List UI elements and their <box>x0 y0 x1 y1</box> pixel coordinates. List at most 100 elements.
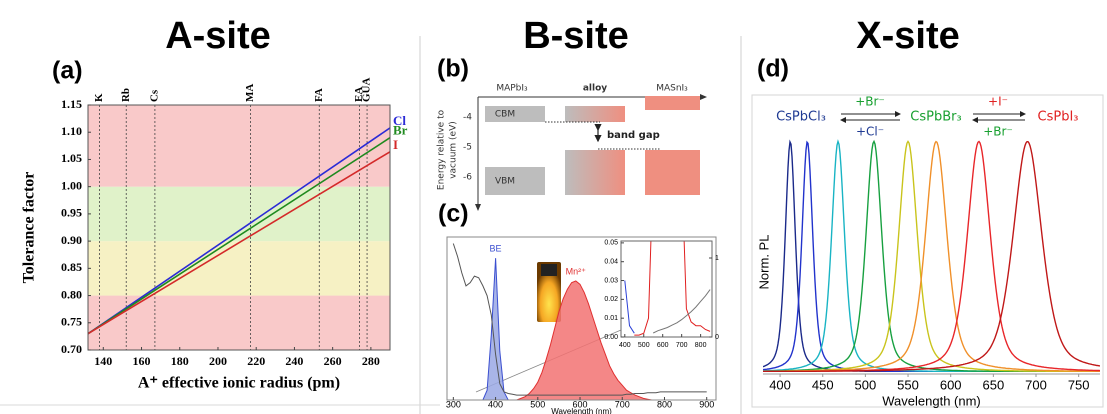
x-tick-label: 180 <box>171 354 189 368</box>
series-label: Mn²⁺ <box>566 266 586 276</box>
panel-b: (b) MAPbI₃ alloy MASnI₃ -4 -5 -6 Energy … <box>437 55 707 211</box>
panel-label: (c) <box>438 200 469 228</box>
series-label: BE <box>490 244 502 254</box>
line <box>516 280 652 400</box>
x-tick-label: 550 <box>897 377 919 392</box>
x-tick-label: 600 <box>573 399 588 409</box>
x-tick-label: 650 <box>983 377 1005 392</box>
y-tick-label: 0.80 <box>61 287 82 301</box>
marker-label: FA <box>313 88 325 102</box>
annotation: +I⁻ <box>988 95 1008 109</box>
annotation: CsPbBr₃ <box>910 110 961 125</box>
heading: X-site <box>856 15 959 57</box>
y-tick-label: -6 <box>463 173 472 183</box>
panel-d-arrows <box>840 111 1026 123</box>
x-tick-label: 800 <box>657 399 672 409</box>
marker-label: EA <box>353 87 365 102</box>
column-header: MAPbI₃ <box>496 84 528 94</box>
line <box>88 151 390 335</box>
x-tick-label: 700 <box>676 342 688 349</box>
heading: A-site <box>165 15 271 57</box>
y-tick-label: 0.75 <box>61 315 82 329</box>
x-tick-label: 140 <box>94 354 112 368</box>
y-tick-label: 0.01 <box>604 315 618 322</box>
panel-label: (b) <box>437 55 469 83</box>
column-header: alloy <box>583 84 607 94</box>
annotation: +Cl⁻ <box>856 125 884 139</box>
line <box>452 243 707 396</box>
x-tick-label: 750 <box>1068 377 1090 392</box>
x-tick-label: 160 <box>133 354 151 368</box>
series-label: Cl <box>393 113 406 128</box>
x-tick-label: 240 <box>285 354 303 368</box>
cbm-label: CBM <box>495 110 515 120</box>
y-tick-label: 0.04 <box>604 259 618 266</box>
marker-label: K <box>93 93 105 102</box>
heading: B-site <box>523 15 629 57</box>
y-tick-label: -4 <box>463 113 472 123</box>
y-tick-label: 0.05 <box>604 240 618 247</box>
y2-tick-label: 0 <box>715 334 719 341</box>
x-axis-label: A⁺ effective ionic radius (pm) <box>138 375 340 392</box>
line <box>624 280 635 334</box>
column-header: MASnI₃ <box>656 84 688 94</box>
band <box>88 295 390 350</box>
band <box>88 241 390 296</box>
band-block <box>565 106 625 122</box>
x-tick-label: 400 <box>769 377 791 392</box>
x-tick-label: 700 <box>615 399 630 409</box>
pl-peak <box>763 141 1100 372</box>
plot-frame <box>446 236 717 401</box>
annotation: +Br⁻ <box>983 125 1013 139</box>
y-tick-label: 1.00 <box>61 178 82 192</box>
x-tick-label: 260 <box>324 354 342 368</box>
band-block <box>565 150 625 195</box>
y-tick-label: 1.15 <box>61 97 82 111</box>
line <box>634 241 711 336</box>
x-tick-label: 600 <box>940 377 962 392</box>
panel-label: (a) <box>52 57 83 85</box>
y-axis-label: Energy relative to <box>437 109 447 190</box>
marker-label: Rb <box>120 88 132 102</box>
x-tick-label: 500 <box>638 342 650 349</box>
area <box>516 281 652 400</box>
y-tick-label: 0.95 <box>61 206 82 220</box>
chart-panel: 0.00 0.01 0.02 0.03 0.04 0.05 0 1 400 500 600 700 80… <box>604 240 719 349</box>
vial-photo <box>537 262 561 322</box>
x-tick-label: 280 <box>362 354 380 368</box>
x-tick-label: 600 <box>657 342 669 349</box>
band <box>88 105 390 187</box>
x-axis-label: Wavelength (nm) <box>882 393 981 408</box>
y-tick-label: 1.05 <box>61 151 82 165</box>
annotation: CsPbCl₃ <box>776 110 826 125</box>
annotation: +Br⁻ <box>855 95 885 109</box>
y-tick-label: 0.90 <box>61 233 82 247</box>
line <box>652 289 711 334</box>
band-block <box>485 106 545 122</box>
panel-frame <box>751 94 1104 408</box>
band-block <box>645 150 700 195</box>
x-tick-label: 220 <box>247 354 265 368</box>
series-group <box>624 241 711 336</box>
plot-frame <box>620 240 713 338</box>
x-tick-label: 400 <box>619 342 631 349</box>
y-axis-label: vacuum (eV) <box>449 121 459 179</box>
annotation: CsPbI₃ <box>1038 110 1079 125</box>
band-block <box>485 167 545 195</box>
y-tick-label: 1.10 <box>61 124 82 138</box>
series-group <box>763 139 1100 372</box>
chart-panel: 400 450 500 550 600 650 700 750 Wavelength (nm) N… <box>756 55 1100 408</box>
x-tick-label: 500 <box>530 399 545 409</box>
marker-label: MA <box>244 84 256 102</box>
band-gap-label: band gap <box>607 130 660 141</box>
x-tick-label: 800 <box>695 342 707 349</box>
x-tick-label: 900 <box>699 399 714 409</box>
series-label: I <box>393 137 398 152</box>
vial-cap <box>541 264 557 276</box>
y-tick-label: 0.85 <box>61 260 82 274</box>
chart-panel: Mn²⁺ BE 300 400 500 600 700 800 900 Wavelength (n… <box>438 200 717 414</box>
y-axis-label: Tolerance factor <box>21 172 38 284</box>
x-tick-label: 300 <box>446 399 461 409</box>
